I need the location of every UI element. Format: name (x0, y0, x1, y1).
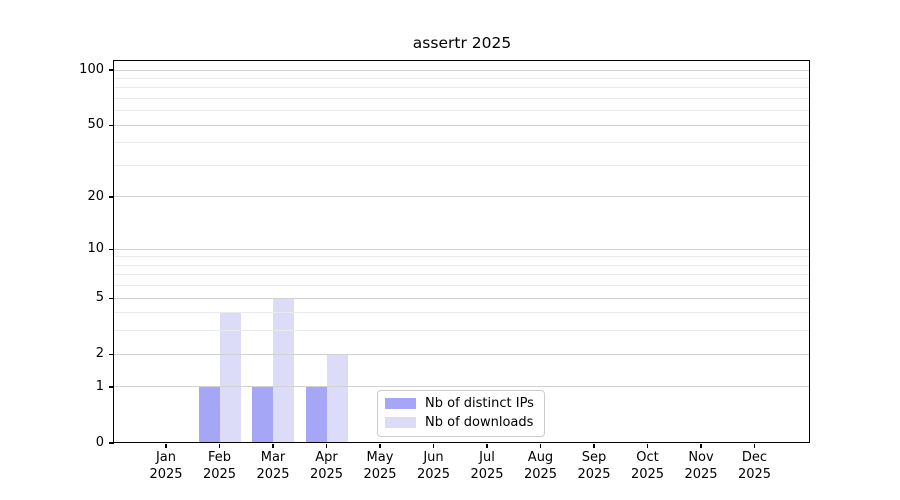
x-tick-label: Mar 2025 (246, 449, 300, 483)
legend-label-distinct-ips: Nb of distinct IPs (425, 396, 534, 411)
x-tick-mark (593, 443, 595, 448)
y-tick-mark (109, 124, 114, 126)
x-tick-year: 2025 (630, 467, 665, 482)
legend-item-distinct-ips: Nb of distinct IPs (385, 396, 534, 411)
major-gridline (114, 248, 810, 250)
major-gridline (114, 353, 810, 355)
minor-gridline (114, 330, 810, 332)
y-tick-label: 100 (79, 62, 104, 77)
x-tick-month: Dec (741, 450, 768, 465)
x-tick-mark (272, 443, 274, 448)
bar-distinct-ips (198, 386, 220, 443)
x-tick-year: 2025 (363, 467, 397, 482)
x-tick-year: 2025 (470, 467, 504, 482)
bar-downloads (219, 312, 241, 443)
x-tick-mark (218, 443, 221, 448)
x-tick-label: Apr 2025 (300, 449, 354, 483)
x-tick-mark (165, 443, 167, 448)
x-tick-month: Oct (636, 450, 659, 465)
legend-swatch-distinct-ips (385, 398, 416, 409)
y-tick-label: 20 (87, 188, 104, 204)
x-tick-month: Jul (479, 450, 495, 465)
x-tick-year: 2025 (309, 467, 344, 482)
minor-gridline (114, 264, 810, 266)
minor-gridline (114, 285, 810, 287)
x-tick-month: Jun (423, 450, 444, 465)
x-tick-mark (379, 443, 381, 448)
x-tick-month: Apr (315, 450, 338, 465)
minor-gridline (114, 142, 810, 144)
y-tick-mark (109, 69, 114, 71)
x-tick-label: Feb 2025 (193, 449, 247, 483)
bar-distinct-ips (305, 386, 327, 443)
x-tick-month: Nov (688, 450, 714, 465)
x-tick-month: Sep (581, 450, 607, 465)
y-tick-label: 50 (87, 117, 104, 133)
x-tick-mark (539, 443, 542, 448)
major-gridline (114, 297, 810, 299)
y-tick-mark (109, 248, 114, 250)
major-gridline (114, 196, 810, 198)
y-tick-label: 1 (95, 378, 104, 394)
x-tick-month: Aug (527, 450, 554, 465)
minor-gridline (114, 87, 810, 89)
legend: Nb of distinct IPs Nb of downloads (377, 390, 545, 437)
x-tick-label: Jul 2025 (460, 449, 514, 483)
x-tick-mark (325, 443, 328, 448)
y-tick-label: 0 (95, 435, 104, 450)
legend-label-downloads: Nb of downloads (425, 415, 534, 430)
x-tick-year: 2025 (256, 467, 290, 482)
minor-gridline (114, 256, 810, 258)
y-tick-mark (109, 297, 114, 299)
x-tick-month: Feb (207, 450, 232, 465)
x-tick-label: Dec 2025 (728, 449, 782, 483)
chart-title: assertr 2025 (412, 34, 512, 52)
bar-downloads (273, 298, 294, 443)
x-tick-mark (486, 443, 488, 448)
major-gridline (114, 69, 810, 71)
x-tick-year: 2025 (149, 467, 183, 482)
bar-downloads (326, 354, 348, 443)
y-tick-label: 5 (95, 290, 104, 306)
legend-swatch-downloads (385, 417, 416, 428)
bar-distinct-ips (252, 386, 273, 443)
x-tick-month: May (366, 450, 394, 465)
x-tick-year: 2025 (523, 467, 558, 482)
y-tick-mark (109, 442, 114, 444)
x-tick-month: Mar (260, 450, 286, 465)
x-tick-label: Nov 2025 (674, 449, 728, 483)
x-tick-label: Aug 2025 (514, 449, 568, 483)
y-tick-mark (109, 353, 114, 355)
major-gridline (114, 124, 810, 126)
x-tick-label: May 2025 (353, 449, 407, 483)
x-tick-label: Oct 2025 (621, 449, 675, 483)
minor-gridline (114, 274, 810, 276)
minor-gridline (114, 110, 810, 112)
x-tick-year: 2025 (577, 467, 611, 482)
x-tick-label: Jan 2025 (139, 449, 193, 483)
y-tick-mark (109, 196, 114, 198)
x-tick-month: Jan (155, 450, 177, 465)
x-tick-year: 2025 (737, 467, 772, 482)
minor-gridline (114, 77, 810, 79)
x-tick-label: Jun 2025 (407, 449, 461, 483)
y-tick-label: 10 (87, 241, 104, 257)
x-tick-mark (646, 443, 649, 448)
y-tick-label: 2 (95, 346, 104, 362)
x-tick-year: 2025 (684, 467, 718, 482)
x-tick-mark (432, 443, 435, 448)
x-tick-label: Sep 2025 (567, 449, 621, 483)
minor-gridline (114, 97, 810, 99)
major-gridline (114, 386, 810, 388)
x-tick-year: 2025 (202, 467, 237, 482)
minor-gridline (114, 312, 810, 314)
x-tick-mark (753, 443, 756, 448)
x-tick-year: 2025 (416, 467, 451, 482)
minor-gridline (114, 164, 810, 166)
y-tick-mark (109, 386, 114, 388)
x-tick-mark (700, 443, 702, 448)
legend-item-downloads: Nb of downloads (385, 415, 534, 430)
